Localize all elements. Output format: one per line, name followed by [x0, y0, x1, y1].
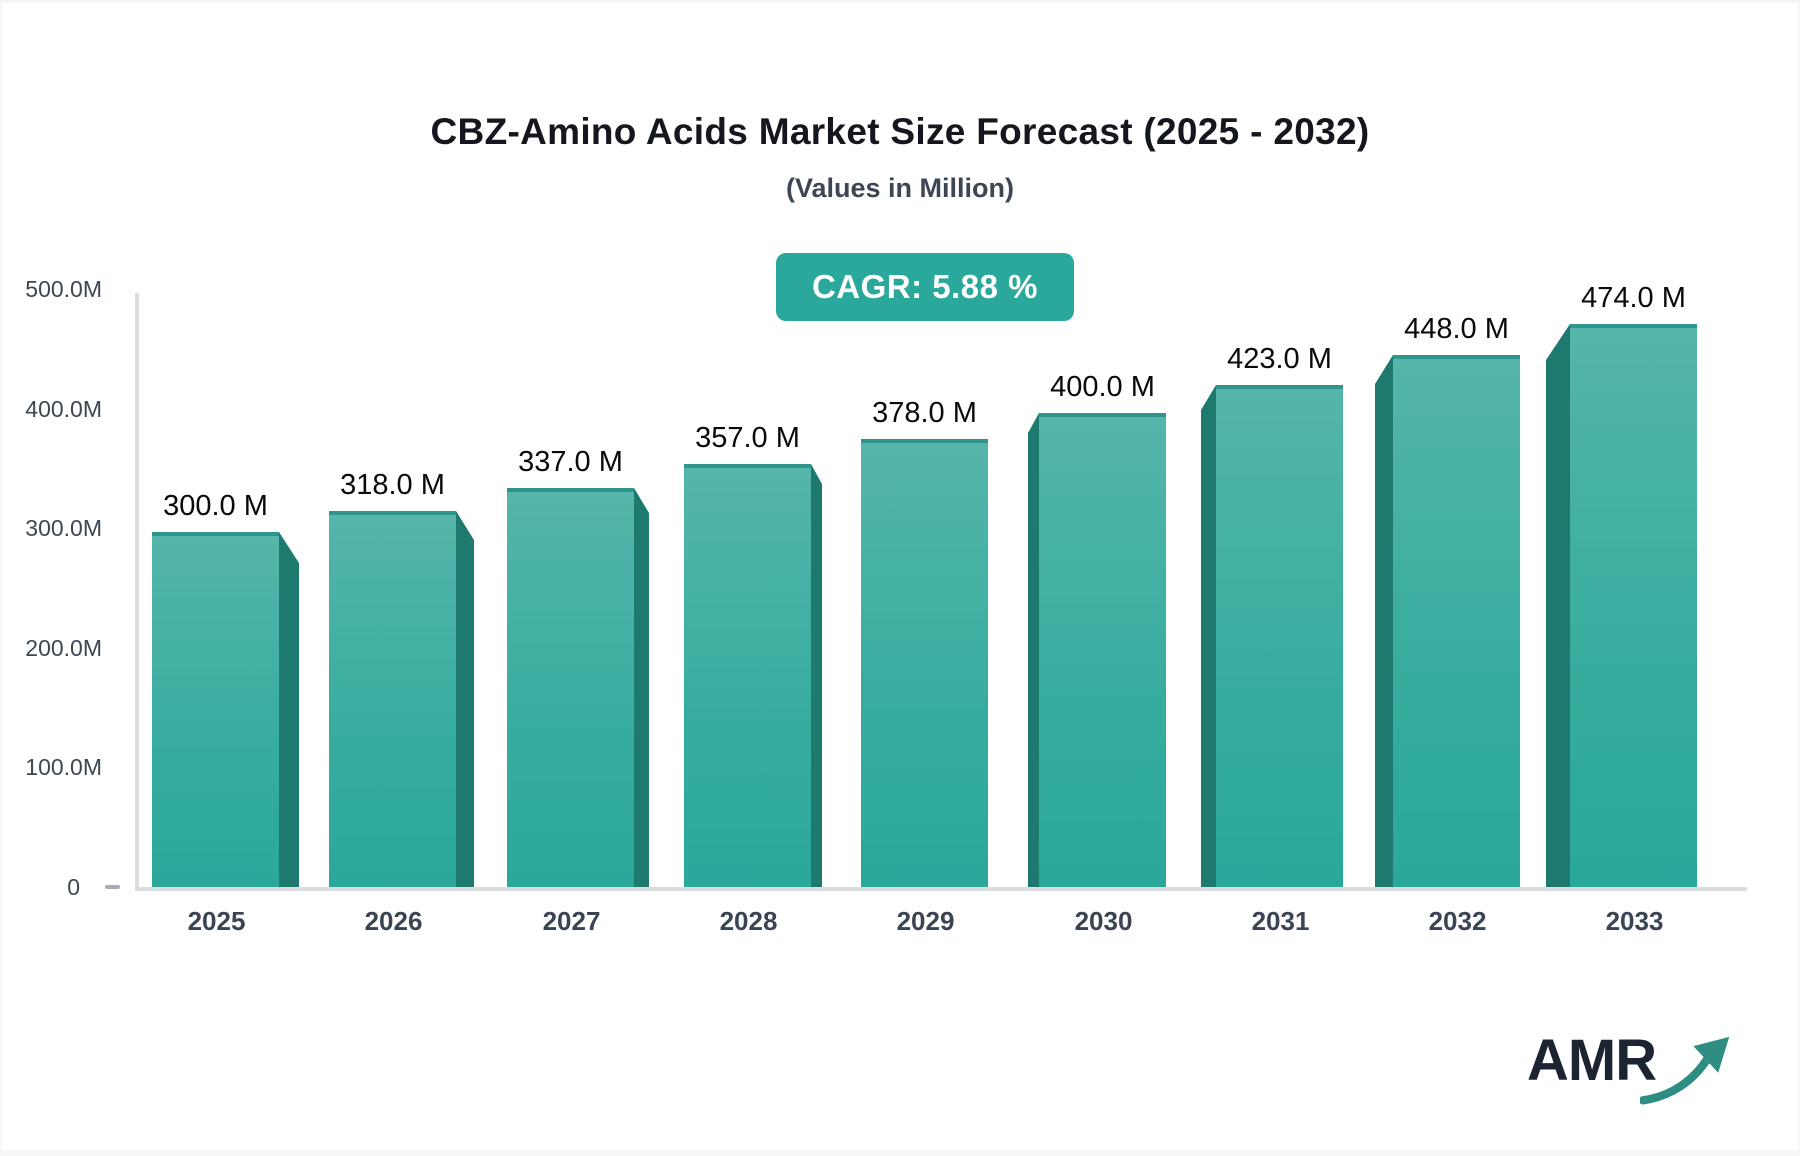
y-axis-zero-tick: [105, 885, 120, 889]
bar-3d-side: [1546, 324, 1570, 891]
x-axis-tick-label: 2029: [896, 906, 955, 936]
bar-value-label: 448.0 M: [1404, 313, 1509, 345]
bar-2025: [152, 532, 279, 891]
bar-value-label: 400.0 M: [1050, 371, 1155, 403]
bar-value-label: 300.0 M: [163, 490, 268, 522]
y-axis-tick-label: 400.0M: [25, 395, 102, 422]
bar-2027: [507, 488, 634, 891]
y-axis-tick-label: 0: [67, 874, 80, 900]
chart-title: CBZ-Amino Acids Market Size Forecast (20…: [430, 111, 1370, 152]
bar-3d-side: [456, 511, 474, 891]
bar-value-label: 337.0 M: [518, 446, 623, 478]
amr-logo: AMR: [1527, 1029, 1732, 1109]
x-axis-tick-label: 2031: [1251, 906, 1310, 936]
bar-3d-side: [1028, 413, 1039, 891]
bar-2032: [1393, 355, 1520, 891]
x-axis-tick-label: 2027: [542, 906, 601, 936]
cagr-badge: CAGR: 5.88 %: [775, 253, 1075, 321]
bar-2029: [861, 439, 988, 891]
chart-subtitle: (Values in Million): [785, 173, 1015, 203]
bar-value-label: 474.0 M: [1581, 282, 1686, 314]
bar-value-label: 318.0 M: [340, 469, 445, 501]
x-axis-tick-label: 2033: [1605, 906, 1664, 936]
y-axis-line: [135, 293, 139, 891]
bar-2026: [329, 511, 456, 891]
x-axis-tick-label: 2025: [187, 906, 246, 936]
x-axis-line: [135, 887, 1747, 891]
amr-logo-text: AMR: [1527, 1028, 1657, 1093]
x-axis-tick-label: 2026: [364, 906, 423, 936]
bar-value-label: 378.0 M: [872, 397, 977, 429]
y-axis-tick-label: 200.0M: [25, 634, 102, 661]
y-axis-tick-label: 500.0M: [25, 276, 102, 302]
y-axis-tick-label: 300.0M: [25, 515, 102, 542]
cagr-badge-wrap: CAGR: 5.88 %: [2, 253, 1798, 321]
bar-3d-side: [634, 488, 649, 891]
growth-arrow-icon: [1640, 1036, 1730, 1105]
x-axis-tick-label: 2032: [1428, 906, 1487, 936]
bar-3d-side: [279, 532, 299, 891]
x-axis-tick-label: 2030: [1074, 906, 1133, 936]
bar-3d-side: [811, 464, 822, 891]
bar-2028: [684, 464, 811, 891]
bar-value-label: 357.0 M: [695, 422, 800, 454]
bar-chart-plot-area: 500.0M 400.0M 300.0M 200.0M 100.0M 0 300.0 M 20…: [2, 3, 1798, 1150]
bar-value-label: 423.0 M: [1227, 343, 1332, 375]
x-axis-tick-label: 2028: [719, 906, 778, 936]
bar-3d-side: [1375, 355, 1393, 891]
bar-3d-side: [1201, 385, 1216, 891]
chart-card: CBZ-Amino Acids Market Size Forecast (20…: [2, 3, 1798, 1150]
y-axis-tick-label: 100.0M: [25, 754, 102, 781]
bar-2031: [1216, 385, 1343, 891]
bar-2030: [1039, 413, 1166, 891]
bar-2033: [1570, 324, 1697, 891]
